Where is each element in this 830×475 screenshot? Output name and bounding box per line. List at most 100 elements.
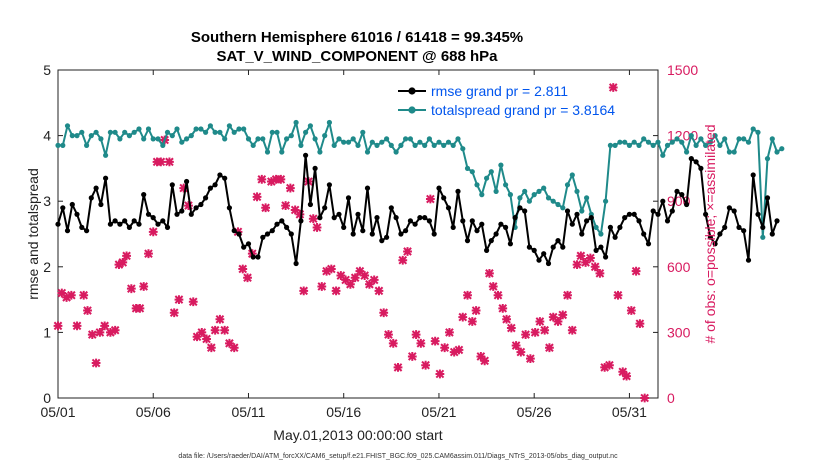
rmse-point — [464, 238, 471, 244]
obs-marker — [613, 290, 623, 300]
rmse-point — [484, 247, 490, 253]
rmse-point — [474, 228, 480, 234]
rmse-point — [131, 218, 137, 224]
y-tick-label-left: 5 — [43, 62, 51, 78]
obs-marker — [525, 354, 535, 364]
rmse-point — [569, 221, 575, 227]
totalspread-point — [664, 142, 671, 148]
obs-marker — [398, 255, 408, 265]
rmse-point — [598, 244, 604, 250]
totalspread-point — [207, 123, 213, 129]
totalspread-point — [107, 129, 113, 135]
rmse-point — [426, 218, 432, 224]
totalspread-point — [412, 142, 418, 148]
rmse-point — [298, 218, 304, 224]
rmse-point — [679, 192, 685, 198]
totalspread-point — [88, 133, 94, 139]
obs-marker — [488, 282, 498, 291]
totalspread-point — [469, 169, 475, 175]
obs-marker — [463, 290, 472, 300]
rmse-point — [584, 218, 590, 224]
y-tick-label-right: 600 — [667, 259, 691, 275]
rmse-point — [526, 244, 533, 250]
y-tick-label-right: 1500 — [667, 62, 698, 78]
obs-marker — [374, 286, 384, 296]
y-tick-label-left: 4 — [43, 128, 51, 144]
totalspread-point — [769, 136, 775, 142]
rmse-point — [184, 178, 190, 185]
totalspread-point — [60, 142, 66, 148]
totalspread-point — [350, 136, 356, 142]
obs-marker — [100, 321, 110, 331]
obs-marker — [135, 303, 145, 313]
totalspread-point — [641, 136, 647, 142]
totalspread-point — [331, 142, 337, 148]
obs-marker — [458, 312, 468, 322]
rmse-point — [136, 221, 142, 227]
obs-marker — [640, 393, 650, 403]
rmse-point — [250, 254, 256, 260]
rmse-point — [660, 198, 666, 204]
totalspread-point — [198, 126, 204, 132]
totalspread-point — [626, 142, 633, 148]
rmse-point — [74, 211, 80, 217]
totalspread-series — [55, 119, 785, 240]
totalspread-point — [355, 142, 361, 148]
totalspread-point — [645, 139, 652, 145]
totalspread-point — [598, 231, 604, 237]
obs-marker — [622, 371, 631, 381]
totalspread-point — [245, 136, 252, 142]
obs-marker — [480, 356, 490, 366]
obs-marker — [553, 317, 563, 326]
rmse-point — [226, 205, 232, 211]
rmse-point — [274, 221, 280, 227]
totalspread-point — [126, 133, 132, 139]
obs-marker — [192, 332, 202, 342]
rmse-point — [636, 218, 642, 224]
legend-spread-marker — [408, 106, 416, 114]
rmse-point — [160, 218, 166, 224]
obs-marker — [169, 308, 179, 318]
rmse-point — [712, 241, 718, 247]
totalspread-point — [484, 175, 490, 181]
totalspread-point — [403, 136, 409, 142]
totalspread-point — [722, 136, 728, 142]
totalspread-point — [117, 136, 123, 142]
rmse-point — [303, 152, 309, 158]
rmse-point — [150, 215, 156, 221]
obs-marker — [322, 266, 331, 276]
rmse-point — [522, 208, 528, 214]
rmse-point — [60, 205, 66, 211]
rmse-point — [279, 218, 285, 224]
obs-marker — [416, 338, 426, 348]
rmse-point — [707, 234, 714, 240]
totalspread-point — [541, 185, 547, 191]
rmse-point — [236, 231, 242, 237]
obs-marker — [511, 341, 521, 350]
rmse-point — [260, 234, 266, 240]
x-tick-label: 05/06 — [136, 404, 171, 420]
totalspread-point — [212, 129, 218, 135]
rmse-point — [264, 231, 271, 237]
obs-marker — [53, 321, 63, 331]
obs-marker — [476, 352, 486, 361]
totalspread-point — [584, 195, 590, 201]
totalspread-point — [384, 136, 390, 142]
totalspread-point — [217, 129, 223, 135]
totalspread-point — [203, 129, 209, 135]
totalspread-point — [774, 149, 780, 155]
totalspread-point — [188, 133, 194, 139]
chart-subtitle: SAT_V_WIND_COMPONENT @ 688 hPa — [216, 48, 498, 65]
rmse-point — [312, 165, 318, 171]
obs-marker — [285, 183, 295, 193]
rmse-point — [255, 254, 261, 260]
rmse-point — [231, 228, 237, 234]
totalspread-point — [436, 139, 442, 145]
rmse-point — [550, 244, 556, 250]
rmse-point — [293, 260, 299, 267]
rmse-point — [345, 195, 352, 201]
rmse-point — [541, 251, 547, 257]
rmse-point — [498, 221, 504, 227]
rmse-point — [588, 215, 594, 221]
